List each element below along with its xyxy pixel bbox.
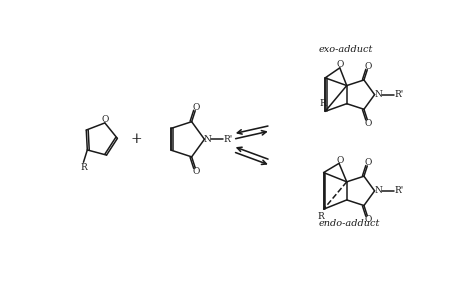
Text: O: O	[365, 62, 372, 71]
Text: R: R	[318, 212, 325, 221]
Text: R': R'	[395, 90, 404, 99]
Text: O: O	[193, 103, 200, 111]
Text: N: N	[203, 135, 211, 144]
Text: N: N	[374, 90, 383, 99]
Text: +: +	[130, 132, 142, 146]
Text: N: N	[374, 186, 383, 195]
Text: O: O	[365, 119, 372, 128]
Text: O: O	[336, 156, 344, 165]
Text: R': R'	[395, 186, 404, 195]
Text: O: O	[193, 167, 200, 176]
Text: R: R	[80, 163, 87, 172]
Text: O: O	[337, 60, 344, 69]
Text: endo-adduct: endo-adduct	[319, 219, 380, 228]
Text: exo-adduct: exo-adduct	[318, 46, 373, 54]
Text: O: O	[102, 115, 109, 124]
Text: O: O	[365, 215, 372, 224]
Text: R: R	[319, 99, 326, 108]
Text: O: O	[365, 158, 372, 167]
Text: R': R'	[224, 135, 233, 144]
